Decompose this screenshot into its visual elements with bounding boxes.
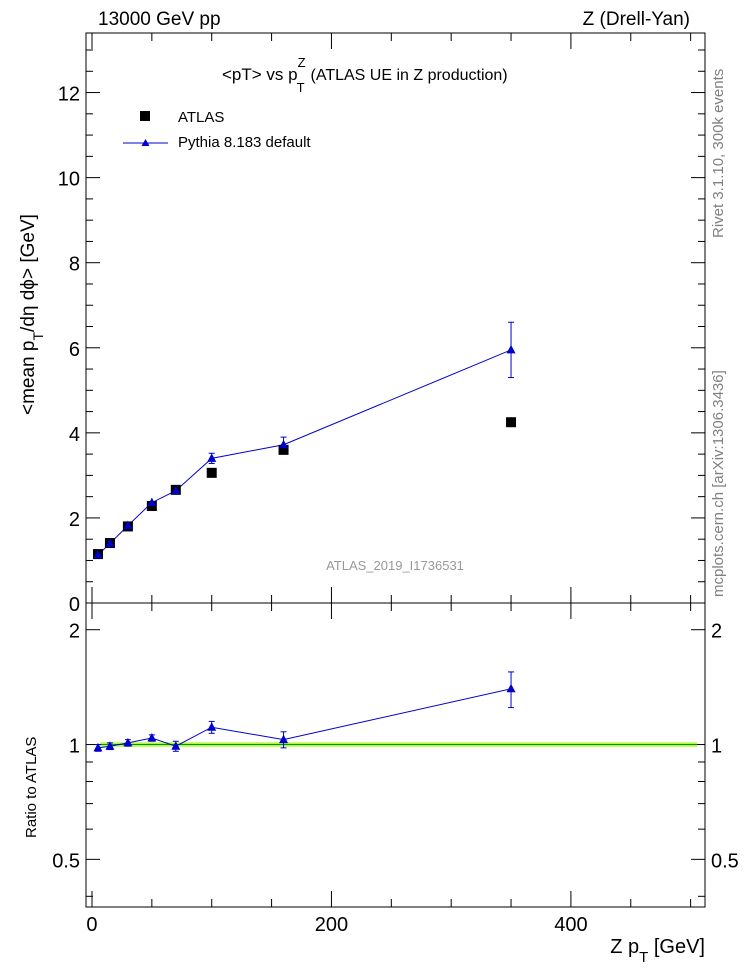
main-axis-ticks: 0 2 4 6 8 10 12 bbox=[58, 33, 705, 616]
xtick-label: 0 bbox=[86, 914, 97, 936]
plot-title-sup: Z bbox=[298, 55, 306, 70]
legend-pythia-label: Pythia 8.183 default bbox=[178, 134, 311, 151]
main-ytick-label: 0 bbox=[69, 594, 80, 616]
pythia-point bbox=[207, 453, 217, 462]
ratio-ytick-label-right: 1 bbox=[711, 736, 722, 758]
ratio-ytick-label-left: 0.5 bbox=[52, 850, 80, 872]
atlas-point bbox=[206, 467, 217, 478]
ratio-point bbox=[506, 683, 516, 693]
ratio-point bbox=[147, 733, 157, 742]
legend-atlas-marker bbox=[140, 111, 150, 121]
ratio-ylabel: Ratio to ATLAS bbox=[23, 737, 40, 838]
ratio-point bbox=[171, 741, 181, 750]
ratio-point bbox=[123, 737, 133, 747]
ratio-reference bbox=[100, 742, 697, 748]
pythia-point bbox=[93, 549, 103, 559]
main-ytick-label: 12 bbox=[58, 84, 80, 106]
pythia-point bbox=[279, 439, 289, 449]
ratio-plot-frame bbox=[85, 602, 706, 908]
xtick-label: 400 bbox=[554, 914, 587, 936]
plot-title-sub: T bbox=[297, 80, 305, 95]
xtick-label: 200 bbox=[315, 914, 348, 936]
plot-title-post: (ATLAS UE in Z production) bbox=[311, 67, 508, 84]
main-ytick-label: 4 bbox=[69, 424, 80, 446]
ratio-ytick-label-left: 1 bbox=[69, 736, 80, 758]
main-data-layer bbox=[92, 321, 517, 560]
process-label: Z (Drell-Yan) bbox=[583, 9, 690, 30]
ratio-ytick-label-right: 0.5 bbox=[711, 850, 739, 872]
ratio-point bbox=[279, 734, 289, 744]
atlas-point bbox=[278, 444, 289, 455]
ratio-point bbox=[93, 742, 103, 752]
ratio-axis-ticks: 0.5 0.5 1 1 2 2 0 200 400 bbox=[52, 603, 739, 936]
legend-atlas-label: ATLAS bbox=[178, 109, 224, 126]
ratio-ytick-label-right: 2 bbox=[711, 621, 722, 643]
plot-title: <pT> vs pZ T (ATLAS UE in Z production) bbox=[222, 55, 508, 95]
main-ytick-label: 2 bbox=[69, 509, 80, 531]
pythia-point bbox=[147, 497, 157, 507]
legend-pythia-marker bbox=[141, 139, 150, 146]
main-ylabel: <mean pT/dη dϕ> [GeV] bbox=[18, 214, 46, 415]
ratio-point bbox=[105, 741, 115, 750]
pythia-point bbox=[105, 538, 115, 547]
legend: ATLAS Pythia 8.183 default bbox=[123, 109, 311, 151]
main-ytick-label: 10 bbox=[58, 169, 80, 191]
main-ylabel-pre: <mean p bbox=[18, 341, 39, 415]
ratio-ytick-label-left: 2 bbox=[69, 621, 80, 643]
ratio-point bbox=[207, 722, 217, 731]
main-ytick-label: 6 bbox=[69, 339, 80, 361]
pythia-series-line bbox=[97, 349, 512, 556]
energy-label: 13000 GeV pp bbox=[98, 9, 221, 30]
x-axis-title-sub: T bbox=[639, 949, 648, 966]
x-axis-title-pre: Z p bbox=[610, 936, 639, 958]
pythia-point bbox=[506, 344, 516, 354]
ratio-series-line bbox=[97, 688, 512, 749]
x-axis-title-post: [GeV] bbox=[648, 936, 705, 958]
main-ylabel-sub: T bbox=[30, 332, 46, 341]
atlas-point bbox=[506, 417, 517, 428]
main-ylabel-post: /dη dϕ> [GeV] bbox=[18, 214, 39, 332]
plot-title-pre: <pT> vs p bbox=[222, 65, 298, 84]
x-axis-title: Z pT [GeV] bbox=[610, 936, 705, 966]
main-ytick-label: 8 bbox=[69, 254, 80, 276]
analysis-watermark: ATLAS_2019_I1736531 bbox=[326, 558, 464, 573]
mcplots-label: mcplots.cern.ch [arXiv:1306.3436] bbox=[710, 370, 727, 597]
pythia-point bbox=[123, 520, 133, 530]
ratio-data-layer bbox=[93, 671, 516, 752]
rivet-label: Rivet 3.1.10, 300k events bbox=[710, 69, 727, 238]
pythia-point bbox=[171, 485, 181, 495]
